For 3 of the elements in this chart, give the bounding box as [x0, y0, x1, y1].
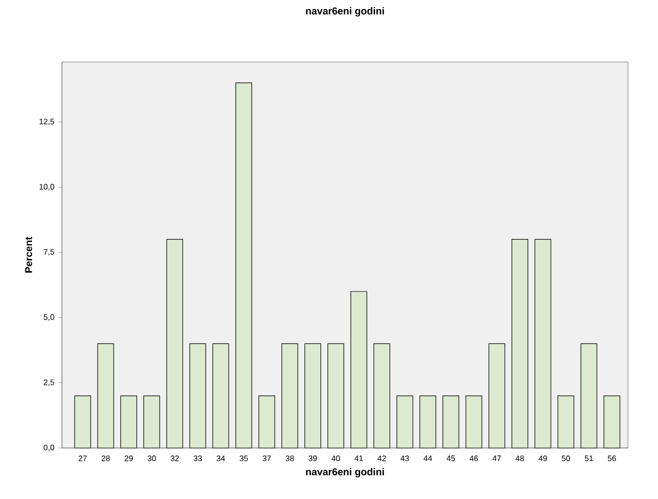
x-axis-title: navar6eni godini [306, 468, 384, 478]
y-axis-title: Percent [25, 236, 32, 273]
chart-title: navar6eni godini [306, 7, 384, 16]
